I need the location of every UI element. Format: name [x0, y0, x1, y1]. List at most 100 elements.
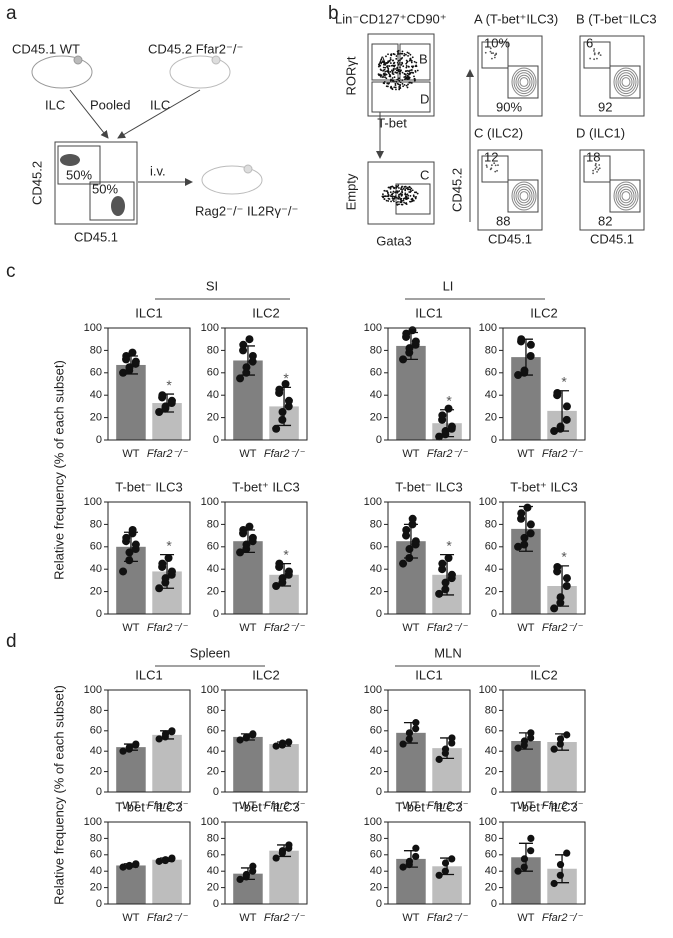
gate	[609, 65, 641, 99]
group-label: LI	[443, 278, 454, 293]
arrow	[117, 89, 201, 139]
error-bar	[518, 732, 533, 750]
flow-dot	[402, 197, 405, 200]
y-tick-label: 0	[213, 608, 219, 620]
y-tick-label: 0	[213, 434, 219, 446]
flow-dot	[379, 73, 381, 76]
gate	[481, 155, 509, 183]
flow-dot	[405, 203, 408, 205]
data-point	[131, 540, 140, 549]
contour	[517, 188, 531, 204]
flow-dot	[396, 191, 399, 194]
flow-dot	[412, 65, 415, 68]
plot-frame	[224, 501, 308, 615]
x-tick-label: Ffar2⁻/⁻	[542, 800, 584, 812]
y-tick-label: 60	[207, 849, 219, 861]
data-point	[447, 422, 456, 431]
flow-dot	[398, 70, 401, 73]
data-point	[517, 514, 526, 523]
flow-dot	[490, 52, 493, 55]
flow-dot	[396, 61, 399, 64]
data-point	[562, 574, 571, 583]
y-tick-label: 80	[370, 518, 382, 530]
y-tick-label: 20	[90, 882, 102, 894]
route-label: i.v.	[150, 163, 166, 178]
y-tick-label: 0	[376, 608, 382, 620]
flow-plot	[477, 149, 543, 231]
flow-dot	[380, 62, 383, 65]
data-point	[438, 559, 447, 568]
flow-dot	[410, 187, 413, 190]
data-point	[405, 735, 413, 743]
error-bar	[555, 565, 570, 607]
flow-dot	[388, 186, 391, 189]
flow-dot	[394, 195, 397, 198]
error-bar	[440, 857, 455, 876]
error-bar	[440, 737, 455, 759]
flow-dot	[496, 169, 498, 172]
y-tick-label: 100	[364, 496, 382, 508]
data-point	[284, 567, 293, 576]
flow-dot	[393, 86, 396, 89]
error-bar	[555, 854, 570, 884]
data-point	[556, 593, 565, 602]
flow-dot	[413, 60, 416, 63]
flow-dot	[384, 70, 387, 73]
flow-dot	[403, 76, 406, 79]
flow-dot	[384, 76, 386, 79]
flow-dot	[593, 52, 596, 55]
flow-dot	[399, 66, 401, 69]
plot-frame	[502, 327, 586, 441]
significance: *	[561, 373, 567, 389]
flow-dot	[390, 53, 392, 56]
y-tick-label: 80	[485, 832, 497, 844]
plot-frame	[387, 501, 471, 615]
flow-dot	[384, 66, 387, 69]
flow-dot	[593, 58, 596, 61]
data-point	[550, 427, 559, 436]
flow-dot	[386, 70, 388, 73]
gate	[609, 179, 641, 213]
flow-dot	[415, 191, 418, 194]
y-tick-label: 80	[207, 518, 219, 530]
chart-title: T-bet⁻ ILC3	[115, 479, 183, 494]
gate-value: 50%	[66, 167, 92, 182]
data-point	[402, 531, 411, 540]
flow-dot	[385, 85, 388, 88]
flow-dot	[485, 164, 488, 167]
plot-title: B (T-bet⁻ILC3	[576, 11, 657, 26]
flow-dot	[397, 200, 399, 203]
y-tick-label: 80	[485, 704, 497, 716]
y-tick-label: 0	[491, 786, 497, 798]
error-bar	[277, 562, 292, 587]
data-point	[402, 329, 411, 338]
y-tick-label: 100	[84, 496, 102, 508]
y-tick-label: 80	[90, 518, 102, 530]
y-tick-label: 100	[84, 684, 102, 696]
x-tick-label: Ffar2⁻/⁻	[542, 448, 584, 460]
bar	[152, 734, 182, 792]
data-point	[408, 514, 417, 523]
significance: *	[283, 370, 289, 386]
flow-dot	[595, 166, 598, 169]
data-point	[155, 408, 164, 416]
flow-dot	[392, 79, 395, 82]
flow-dot	[409, 58, 412, 60]
x-tick-label: WT	[122, 622, 139, 634]
flow-dot	[404, 77, 407, 80]
data-point	[239, 346, 248, 355]
flow-dot	[401, 194, 404, 196]
flow-dot	[398, 193, 401, 196]
plot-frame	[224, 821, 308, 905]
flow-dot	[402, 187, 405, 190]
data-point	[411, 337, 420, 346]
contour	[617, 72, 635, 92]
y-tick-label: 20	[207, 586, 219, 598]
flow-dot	[382, 66, 385, 69]
flow-dot	[382, 196, 385, 199]
x-tick-label: WT	[239, 622, 256, 634]
flow-dot	[395, 55, 398, 57]
axis-label: Gata3	[376, 233, 411, 248]
x-tick-label: WT	[122, 448, 139, 460]
gate	[395, 183, 431, 215]
